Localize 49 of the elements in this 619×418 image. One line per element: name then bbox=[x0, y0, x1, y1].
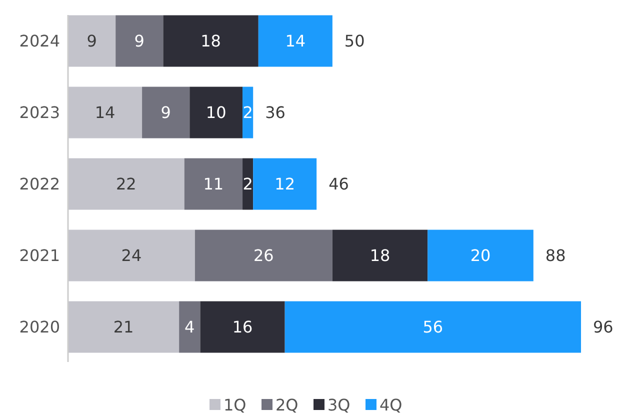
data-label: 2 bbox=[242, 103, 253, 122]
data-label: 16 bbox=[232, 318, 253, 337]
data-label: 22 bbox=[116, 174, 136, 194]
data-label: 11 bbox=[203, 174, 224, 194]
data-label: 21 bbox=[113, 318, 134, 337]
data-label: 9 bbox=[86, 32, 97, 51]
total-label: 36 bbox=[265, 103, 286, 122]
bar bbox=[184, 158, 243, 210]
data-label: 14 bbox=[94, 103, 116, 122]
bar bbox=[200, 301, 285, 353]
data-label: 18 bbox=[370, 246, 390, 266]
data-label: 9 bbox=[134, 32, 144, 51]
data-label: 14 bbox=[285, 32, 306, 51]
data-label: 2 bbox=[242, 174, 253, 194]
data-label: 4 bbox=[184, 318, 195, 337]
bar bbox=[242, 86, 254, 138]
bar bbox=[142, 86, 190, 138]
legend-label: 4Q bbox=[380, 396, 402, 415]
y-tick-label: 2021 bbox=[19, 246, 60, 266]
total-label: 96 bbox=[593, 318, 614, 337]
bar bbox=[116, 15, 164, 67]
bar bbox=[194, 230, 332, 282]
bar bbox=[253, 158, 317, 210]
y-tick-label: 2023 bbox=[19, 103, 60, 122]
y-tick-label: 2020 bbox=[19, 318, 60, 337]
legend-label: 1Q bbox=[224, 396, 246, 415]
data-label: 12 bbox=[274, 174, 296, 194]
bar bbox=[428, 230, 534, 282]
legend-label: 3Q bbox=[328, 396, 350, 415]
total-label: 46 bbox=[328, 174, 349, 194]
bar bbox=[242, 158, 254, 210]
data-label: 56 bbox=[422, 318, 444, 337]
data-label: 20 bbox=[470, 246, 491, 266]
data-label: 10 bbox=[206, 103, 226, 122]
bar bbox=[258, 15, 332, 67]
data-label: 24 bbox=[121, 246, 142, 266]
bar bbox=[163, 15, 258, 67]
bar bbox=[332, 230, 428, 282]
bar bbox=[190, 86, 243, 138]
total-label: 88 bbox=[545, 246, 566, 266]
y-tick-label: 2022 bbox=[19, 174, 60, 194]
data-label: 9 bbox=[160, 103, 171, 122]
data-label: 18 bbox=[200, 32, 221, 51]
data-label: 26 bbox=[254, 246, 274, 266]
total-label: 50 bbox=[344, 32, 365, 51]
legend-label: 2Q bbox=[276, 396, 298, 415]
bar bbox=[284, 301, 581, 353]
y-tick-label: 2024 bbox=[19, 32, 60, 51]
bar bbox=[179, 301, 200, 353]
